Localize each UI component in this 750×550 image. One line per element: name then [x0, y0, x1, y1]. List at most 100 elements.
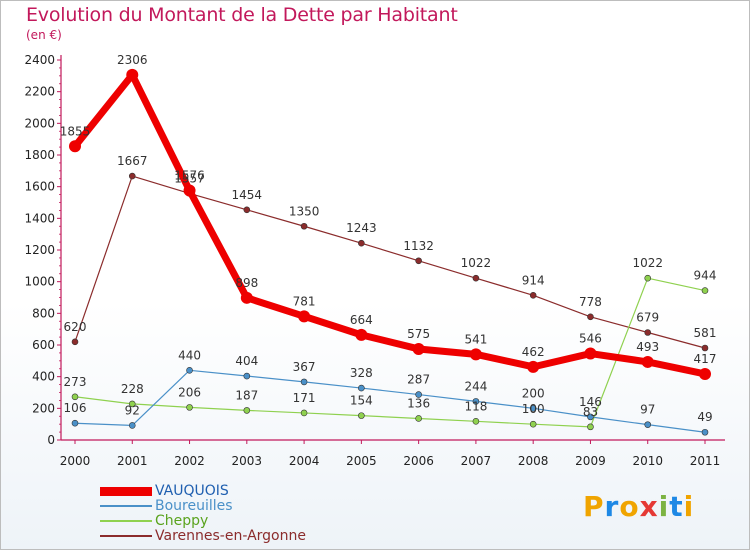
data-label-varennes-en-argonne: 1243	[346, 221, 377, 235]
series-layer	[69, 68, 711, 436]
data-label-varennes-en-argonne: 620	[64, 320, 87, 334]
y-tick-label: 2200	[24, 85, 55, 99]
data-label-boureuilles: 97	[640, 403, 655, 417]
data-label-vauquois: 417	[694, 352, 717, 366]
data-point-varennes-en-argonne	[644, 329, 652, 336]
series-line-cheppy	[74, 277, 706, 428]
data-label-boureuilles: 367	[293, 360, 316, 374]
data-label-vauquois: 1855	[60, 124, 91, 138]
data-point-varennes-en-argonne	[128, 172, 136, 180]
data-point-boureuilles	[472, 398, 480, 405]
data-point-varennes-en-argonne	[300, 222, 308, 230]
data-label-vauquois: 664	[350, 313, 373, 327]
y-tick-label: 1000	[24, 275, 55, 289]
data-label-vauquois: 898	[235, 276, 258, 290]
legend-label-varennes-en-argonne: Varennes-en-Argonne	[155, 528, 306, 544]
data-label-boureuilles: 92	[125, 403, 140, 417]
data-point-varennes-en-argonne	[472, 274, 480, 282]
logo-letter: P	[583, 490, 605, 523]
data-point-cheppy	[186, 404, 193, 411]
data-point-cheppy	[128, 400, 136, 408]
legend-swatch-cheppy	[100, 520, 152, 522]
y-tick-label: 1200	[24, 243, 55, 257]
data-point-cheppy	[529, 420, 537, 428]
data-point-vauquois	[641, 355, 654, 368]
data-point-cheppy	[587, 423, 594, 431]
data-point-cheppy	[415, 415, 422, 422]
data-label-boureuilles: 440	[178, 348, 201, 362]
data-label-vauquois: 462	[522, 345, 545, 359]
data-label-varennes-en-argonne: 1022	[461, 256, 492, 270]
data-label-boureuilles: 328	[350, 366, 373, 380]
logo-letter: i	[658, 490, 670, 523]
data-point-varennes-en-argonne	[701, 344, 709, 352]
logo-letter: t	[669, 490, 684, 523]
y-tick-label: 2000	[24, 116, 55, 130]
data-label-varennes-en-argonne: 1667	[117, 154, 148, 168]
data-label-varennes-en-argonne: 679	[636, 310, 659, 324]
data-point-boureuilles	[128, 422, 136, 429]
x-tick-label: 2005	[346, 454, 377, 468]
y-tick-label: 1400	[24, 211, 55, 225]
logo-letter: r	[604, 490, 620, 523]
axes: 0 200 400 600 800 1000 1200 1400 1600 1800 2000 220…	[24, 53, 725, 468]
data-label-boureuilles: 146	[579, 395, 602, 409]
data-point-vauquois	[183, 184, 196, 197]
data-point-cheppy	[243, 407, 251, 414]
data-label-varennes-en-argonne: 1132	[403, 239, 434, 253]
legend-label-vauquois: VAUQUOIS	[155, 483, 229, 499]
data-label-boureuilles: 404	[235, 354, 258, 368]
data-label-varennes-en-argonne: 778	[579, 295, 602, 309]
legend-swatch-varennes-en-argonne	[100, 535, 152, 537]
legend-label-cheppy: Cheppy	[155, 513, 209, 529]
data-point-varennes-en-argonne	[358, 239, 365, 247]
chart-subtitle: (en €)	[26, 28, 62, 42]
data-point-varennes-en-argonne	[587, 313, 594, 321]
data-label-boureuilles: 287	[407, 373, 430, 387]
data-point-vauquois	[699, 367, 711, 380]
data-point-boureuilles	[71, 419, 79, 427]
y-tick-label: 2400	[24, 53, 55, 67]
data-label-boureuilles: 200	[522, 386, 545, 400]
data-label-vauquois: 2306	[117, 53, 148, 67]
data-label-cheppy: 83	[583, 405, 598, 419]
data-point-varennes-en-argonne	[529, 291, 537, 299]
x-tick-label: 2009	[575, 454, 606, 468]
series-line-vauquois	[71, 71, 709, 378]
data-point-cheppy	[71, 393, 79, 401]
x-tick-label: 2007	[461, 454, 492, 468]
data-label-varennes-en-argonne: 1454	[232, 188, 263, 202]
data-label-cheppy: 187	[235, 388, 258, 402]
data-labels-layer: 620 1667 1557 1454 1350 1243 1132 1022 914 778 679…	[60, 53, 717, 424]
data-label-cheppy: 1022	[632, 256, 663, 270]
data-point-boureuilles	[644, 421, 652, 428]
series-line-varennes-en-argonne	[74, 175, 706, 349]
y-tick-label: 1600	[24, 180, 55, 194]
y-tick-label: 0	[47, 433, 55, 447]
x-tick-label: 2006	[403, 454, 434, 468]
data-label-cheppy: 118	[464, 399, 487, 413]
proxiti-logo: Proxiti	[583, 490, 694, 523]
data-label-varennes-en-argonne: 1350	[289, 204, 320, 218]
data-point-cheppy	[472, 418, 480, 425]
data-point-boureuilles	[243, 372, 251, 380]
data-label-vauquois: 493	[636, 340, 659, 354]
y-tick-label: 600	[32, 338, 55, 352]
data-label-varennes-en-argonne: 914	[522, 273, 545, 287]
data-point-vauquois	[126, 68, 139, 81]
data-label-vauquois: 781	[293, 294, 316, 308]
logo-letter: x	[639, 490, 659, 523]
data-label-varennes-en-argonne: 1557	[174, 171, 205, 185]
data-label-boureuilles: 49	[697, 410, 712, 424]
data-label-vauquois: 1576	[174, 168, 205, 182]
x-tick-label: 2010	[632, 454, 663, 468]
data-point-boureuilles	[415, 391, 422, 398]
data-point-cheppy	[701, 287, 709, 294]
x-tick-label: 2000	[60, 454, 91, 468]
logo-letter: i	[683, 490, 695, 523]
data-point-vauquois	[527, 360, 540, 373]
data-point-varennes-en-argonne	[243, 206, 251, 214]
y-tick-label: 1800	[24, 148, 55, 162]
data-label-cheppy: 171	[293, 391, 316, 405]
